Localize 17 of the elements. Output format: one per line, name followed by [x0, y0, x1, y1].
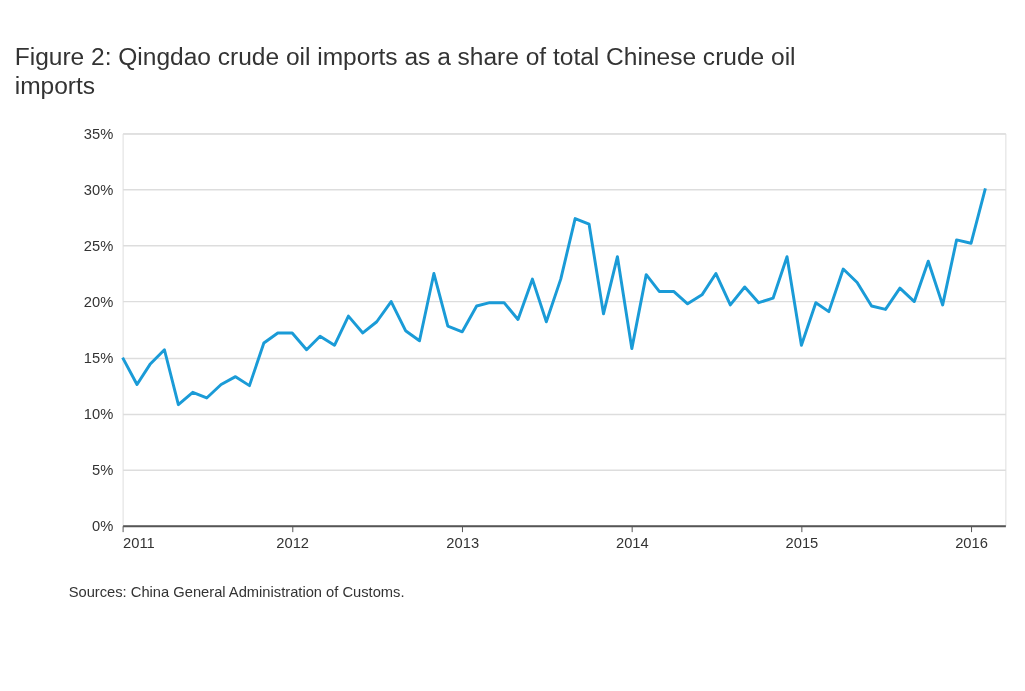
x-tick-label: 2012 [276, 534, 310, 551]
y-tick-label: 5% [92, 462, 114, 479]
x-tick-label: 2015 [785, 534, 819, 551]
y-tick-label: 30% [83, 181, 114, 198]
chart-title: Figure 2: Qingdao crude oil imports as a share of total Chinese crude oil imports [14, 42, 796, 100]
y-tick-label: 15% [83, 350, 114, 366]
x-tick-label: 2016 [955, 534, 988, 551]
y-tick-label: 0% [92, 518, 114, 535]
source-note: Sources: China General Administration of Customs. [68, 584, 405, 601]
line-series [121, 186, 987, 407]
x-tick-label: 2014 [615, 534, 649, 551]
y-tick-label: 20% [83, 293, 114, 310]
x-tick-label: 2013 [446, 534, 480, 551]
x-tick-label: 2011 [123, 534, 155, 551]
y-tick-label: 35% [83, 125, 114, 142]
y-tick-label: 10% [83, 406, 114, 423]
y-tick-label: 25% [83, 237, 114, 254]
